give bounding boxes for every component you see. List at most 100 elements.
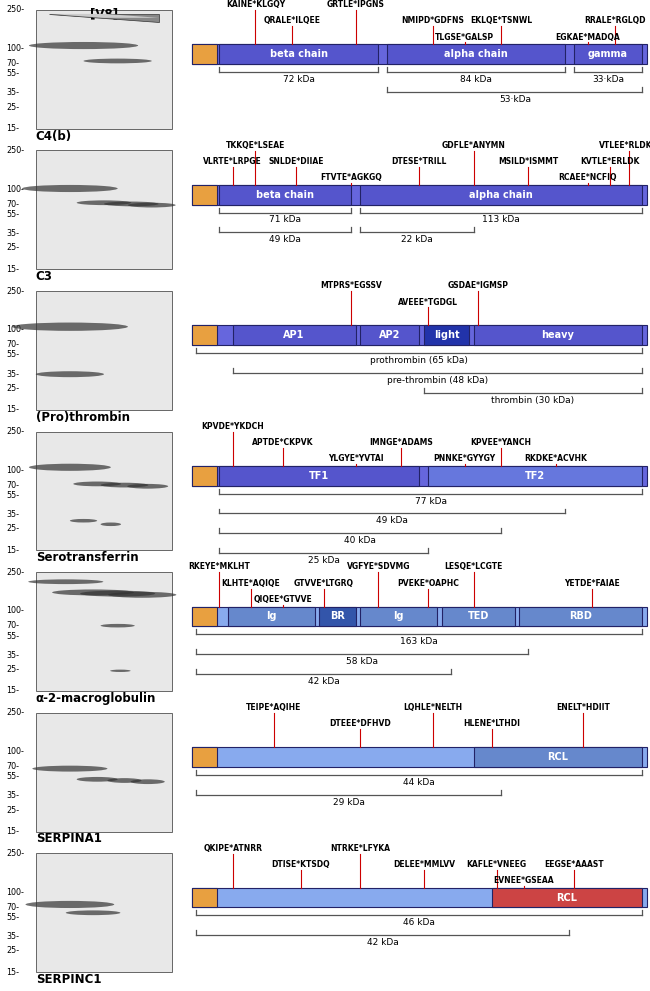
Text: RCL: RCL	[547, 752, 569, 762]
Text: IMNGE*ADAMS: IMNGE*ADAMS	[369, 438, 433, 447]
Bar	[192, 606, 647, 626]
Text: 55-: 55-	[6, 69, 20, 78]
Text: KPVDE*YKDCH: KPVDE*YKDCH	[202, 422, 264, 431]
Text: C4(b): C4(b)	[36, 130, 72, 143]
Text: 15-: 15-	[6, 687, 20, 696]
Text: TLGSE*GALSP: TLGSE*GALSP	[436, 33, 494, 42]
Text: DELEE*MMLVV: DELEE*MMLVV	[393, 860, 455, 869]
Text: GTVVE*LTGRQ: GTVVE*LTGRQ	[294, 579, 354, 588]
Text: 25-: 25-	[6, 806, 20, 815]
Bar	[192, 747, 647, 767]
Text: 250-: 250-	[6, 427, 25, 436]
Text: 100-: 100-	[6, 325, 25, 334]
Text: 33·kDa: 33·kDa	[592, 75, 624, 84]
Text: 70-: 70-	[6, 59, 20, 68]
Text: 250-: 250-	[6, 146, 25, 155]
Ellipse shape	[77, 200, 131, 205]
Text: EEGSE*AAAST: EEGSE*AAAST	[544, 860, 604, 869]
Text: 55-: 55-	[6, 772, 20, 781]
Text: ENELT*HDIIT: ENELT*HDIIT	[556, 703, 610, 713]
Text: alpha chain: alpha chain	[444, 50, 508, 59]
Ellipse shape	[36, 372, 104, 378]
Text: AP2: AP2	[379, 330, 400, 340]
Text: 58 kDa: 58 kDa	[346, 657, 378, 666]
Text: 70-: 70-	[6, 340, 20, 349]
Text: Ig: Ig	[393, 611, 404, 621]
Text: 15-: 15-	[6, 265, 20, 274]
Text: TF2: TF2	[525, 471, 545, 481]
Text: heavy: heavy	[541, 330, 575, 340]
Ellipse shape	[77, 777, 118, 782]
Text: BR: BR	[330, 611, 344, 621]
Text: light: light	[434, 330, 460, 340]
Bar	[192, 888, 216, 908]
Bar	[387, 45, 565, 64]
Text: FTVTE*AGKGQ: FTVTE*AGKGQ	[320, 173, 382, 182]
Text: TEIPE*AQIHE: TEIPE*AQIHE	[246, 703, 302, 713]
Bar	[36, 291, 172, 410]
Text: GRTLE*IPGNS: GRTLE*IPGNS	[326, 0, 385, 9]
Bar	[192, 466, 647, 486]
Text: 15-: 15-	[6, 827, 20, 836]
Bar	[36, 151, 172, 270]
Ellipse shape	[107, 778, 142, 783]
Text: pre-thrombin (48 kDa): pre-thrombin (48 kDa)	[387, 376, 488, 385]
Text: Serotransferrin: Serotransferrin	[36, 551, 138, 564]
Bar	[192, 185, 647, 204]
Text: 15-: 15-	[6, 405, 20, 414]
Ellipse shape	[73, 482, 121, 487]
Ellipse shape	[22, 185, 118, 192]
Text: 100-: 100-	[6, 606, 25, 615]
Ellipse shape	[70, 519, 98, 522]
Text: 15-: 15-	[6, 124, 20, 133]
Bar	[192, 325, 216, 345]
Text: AP1: AP1	[283, 330, 305, 340]
Text: NTRKE*LFYKA: NTRKE*LFYKA	[330, 843, 390, 852]
Text: 46 kDa: 46 kDa	[403, 919, 436, 928]
Ellipse shape	[52, 590, 134, 596]
Text: EKLQE*TSNWL: EKLQE*TSNWL	[470, 16, 532, 26]
Text: 84 kDa: 84 kDa	[460, 75, 492, 84]
Text: 40 kDa: 40 kDa	[344, 536, 376, 545]
Text: RRALE*RGLQD: RRALE*RGLQD	[584, 16, 645, 26]
Bar	[360, 325, 419, 345]
Text: 49 kDa: 49 kDa	[376, 516, 408, 525]
Bar	[192, 325, 647, 345]
Text: YETDE*FAIAE: YETDE*FAIAE	[564, 579, 620, 588]
Text: VGFYE*SDVMG: VGFYE*SDVMG	[346, 563, 410, 572]
Text: GDFLE*ANYMN: GDFLE*ANYMN	[442, 141, 506, 150]
Text: 100-: 100-	[6, 184, 25, 193]
Bar	[233, 325, 356, 345]
Text: TED: TED	[468, 611, 489, 621]
Bar	[36, 432, 172, 550]
Text: KPVEE*YANCH: KPVEE*YANCH	[471, 438, 532, 447]
Bar	[219, 45, 378, 64]
Bar	[192, 45, 216, 64]
Text: TF1: TF1	[309, 471, 329, 481]
Text: KAINE*KLGQY: KAINE*KLGQY	[226, 0, 285, 9]
Bar	[360, 185, 642, 204]
Text: NMIPD*GDFNS: NMIPD*GDFNS	[402, 16, 464, 26]
Text: Ig: Ig	[266, 611, 277, 621]
Text: beta chain: beta chain	[256, 189, 314, 200]
Text: 25 kDa: 25 kDa	[307, 556, 340, 565]
Text: 42 kDa: 42 kDa	[308, 677, 339, 686]
Text: thrombin (30 kDa): thrombin (30 kDa)	[491, 395, 575, 404]
Ellipse shape	[83, 58, 151, 63]
Bar	[228, 606, 315, 626]
Text: 35-: 35-	[6, 229, 20, 238]
Bar	[519, 606, 642, 626]
Bar	[492, 888, 642, 908]
Text: RCAEE*NCFIQ: RCAEE*NCFIQ	[558, 173, 617, 182]
Ellipse shape	[128, 203, 176, 207]
Text: RKDKE*ACVHK: RKDKE*ACVHK	[525, 454, 587, 463]
Text: LQHLE*NELTH: LQHLE*NELTH	[404, 703, 462, 713]
Text: VTLEE*RLDKA: VTLEE*RLDKA	[599, 141, 650, 150]
Text: 250-: 250-	[6, 568, 25, 577]
Text: [V8]: [V8]	[90, 8, 118, 21]
Text: YLGYE*YVTAI: YLGYE*YVTAI	[328, 454, 384, 463]
Text: QKIPE*ATNRR: QKIPE*ATNRR	[203, 843, 262, 852]
Ellipse shape	[29, 464, 110, 471]
Text: RKEYE*MKLHT: RKEYE*MKLHT	[188, 563, 250, 572]
Text: 113 kDa: 113 kDa	[482, 215, 520, 225]
